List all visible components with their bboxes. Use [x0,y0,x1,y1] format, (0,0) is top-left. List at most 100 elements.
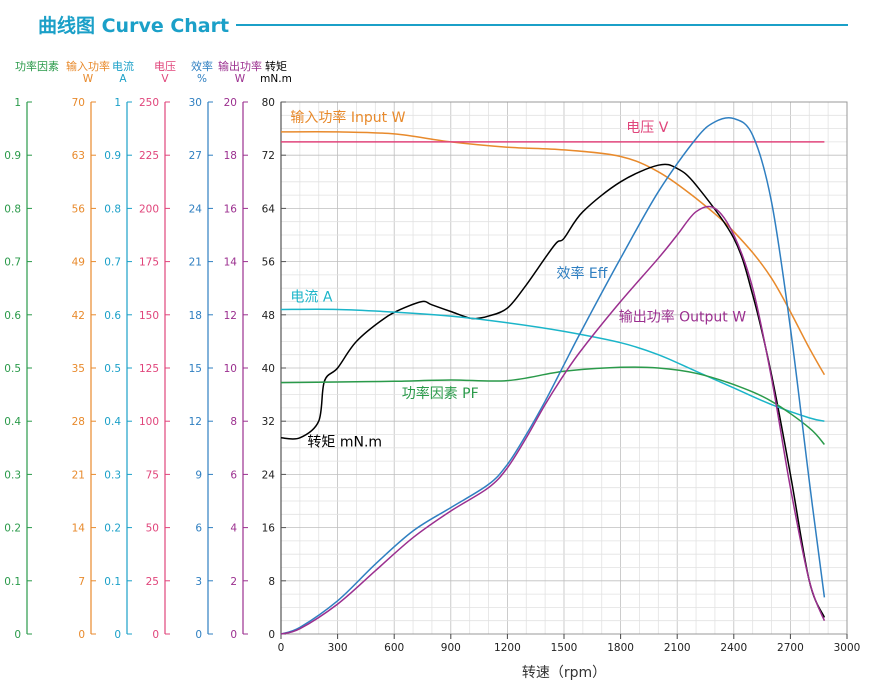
x-axis-label: 转速（rpm） [522,665,606,681]
series-label-6: 转矩 mN.m [307,434,382,450]
y-tick-label-pf: 0.5 [4,363,21,375]
y-tick-label-pf: 0.9 [4,150,21,162]
y-tick-label-vol: 0 [152,629,159,641]
series-line-0 [280,131,826,376]
y-axis-unit-pout: W [235,73,246,85]
y-tick-label-pin: 56 [72,203,86,215]
y-tick-label-pin: 7 [78,576,85,588]
y-tick-label-trq: 32 [262,416,275,428]
y-tick-label-vol: 200 [139,203,159,215]
y-axis-title-eff: 效率 [191,59,213,73]
y-tick-label-pout: 12 [224,310,237,322]
grid-layer [280,101,848,635]
y-tick-label-pout: 14 [224,257,238,269]
y-tick-label-vol: 150 [139,310,159,322]
x-tick-label: 2100 [664,642,691,654]
y-axis-title-cur: 电流 [112,59,134,73]
y-tick-label-eff: 6 [195,523,202,535]
y-tick-label-cur: 0.6 [104,310,121,322]
y-tick-label-pout: 6 [230,469,237,481]
y-tick-label-pout: 0 [230,629,237,641]
y-tick-label-vol: 250 [139,97,159,109]
y-tick-label-eff: 24 [189,203,203,215]
y-tick-label-cur: 0.3 [104,469,121,481]
y-axis-title-pout: 输出功率 [218,59,262,73]
y-tick-label-eff: 27 [189,150,202,162]
y-tick-label-pf: 0.4 [4,416,21,428]
y-tick-label-pin: 49 [72,257,85,269]
y-tick-label-pout: 8 [230,416,237,428]
y-axis-title-trq: 转矩 [265,59,287,73]
y-tick-label-vol: 225 [139,150,159,162]
y-axis-title-pf: 功率因素 [15,59,59,73]
y-axis-unit-pin: W [83,73,94,85]
y-tick-label-pin: 42 [72,310,85,322]
y-tick-label-pf: 0.3 [4,469,21,481]
series-line-2 [280,163,826,618]
y-tick-label-trq: 72 [262,150,275,162]
x-tick-label: 900 [441,642,461,654]
series-label-2: 效率 Eff [556,265,607,282]
y-tick-label-trq: 0 [268,629,275,641]
y-tick-label-pin: 70 [72,97,85,109]
series-line-6 [280,205,826,635]
y-tick-label-pf: 0 [14,629,21,641]
y-tick-label-cur: 0.4 [104,416,121,428]
y-tick-label-vol: 100 [139,416,159,428]
series-line-3 [280,308,825,422]
y-tick-label-eff: 9 [195,469,202,481]
y-tick-label-pout: 2 [230,576,237,588]
y-tick-label-pf: 0.1 [4,576,21,588]
axes-layer: 0 300 600 900 1200 1500 1800 2100 2400 2700 3000功率… [4,59,860,654]
y-tick-label-eff: 0 [195,629,202,641]
y-tick-label-pout: 18 [224,150,237,162]
chart-header: 曲线图 Curve Chart [0,0,875,50]
y-tick-label-eff: 21 [189,257,202,269]
y-tick-label-eff: 18 [189,310,202,322]
x-tick-label: 1500 [551,642,578,654]
series-label-5: 功率因素 PF [402,385,479,402]
series-line-4 [280,366,825,446]
y-tick-label-cur: 0.8 [104,203,121,215]
y-tick-label-pf: 0.8 [4,203,21,215]
y-tick-label-pf: 0.7 [4,257,21,269]
y-axis-title-pin: 输入功率 [66,59,110,73]
y-tick-label-vol: 50 [146,523,159,535]
y-tick-label-cur: 0.9 [104,150,121,162]
annotation-layer: 输入功率 Input W 电压 V 效率 Eff 电流 A 输出功率 Output W 功… [290,109,746,451]
y-tick-label-trq: 48 [262,310,275,322]
y-axis-unit-vol: V [161,73,169,85]
x-tick-label: 1200 [494,642,521,654]
x-tick-label: 1800 [607,642,634,654]
y-tick-label-trq: 24 [262,469,276,481]
y-tick-label-pout: 4 [230,523,237,535]
y-tick-label-cur: 0 [114,629,121,641]
y-tick-label-pin: 35 [72,363,85,375]
y-tick-label-vol: 25 [146,576,159,588]
y-tick-label-pout: 10 [224,363,237,375]
x-tick-label: 600 [384,642,404,654]
series-label-3: 电流 A [290,290,332,306]
y-tick-label-vol: 175 [139,257,159,269]
y-tick-label-cur: 1 [114,97,121,109]
x-tick-label: 3000 [834,642,861,654]
y-tick-label-pout: 20 [224,97,237,109]
y-tick-label-pf: 0.6 [4,310,21,322]
series-label-1: 电压 V [626,120,668,136]
y-axis-unit-eff: % [197,73,207,85]
series-layer [280,116,826,635]
y-tick-label-pout: 16 [224,203,238,215]
title-underline [236,24,848,26]
y-tick-label-pf: 0.2 [4,523,21,535]
y-axis-unit-cur: A [119,73,127,85]
y-tick-label-pf: 1 [14,97,21,109]
y-tick-label-cur: 0.5 [104,363,121,375]
x-tick-label: 0 [278,642,285,654]
x-tick-label: 2400 [720,642,747,654]
series-label-4: 输出功率 Output W [619,308,747,325]
y-tick-label-trq: 40 [262,363,275,375]
chart-title: 曲线图 Curve Chart [38,15,230,37]
series-label-0: 输入功率 Input W [290,109,405,126]
y-axis-title-vol: 电压 [154,60,176,73]
